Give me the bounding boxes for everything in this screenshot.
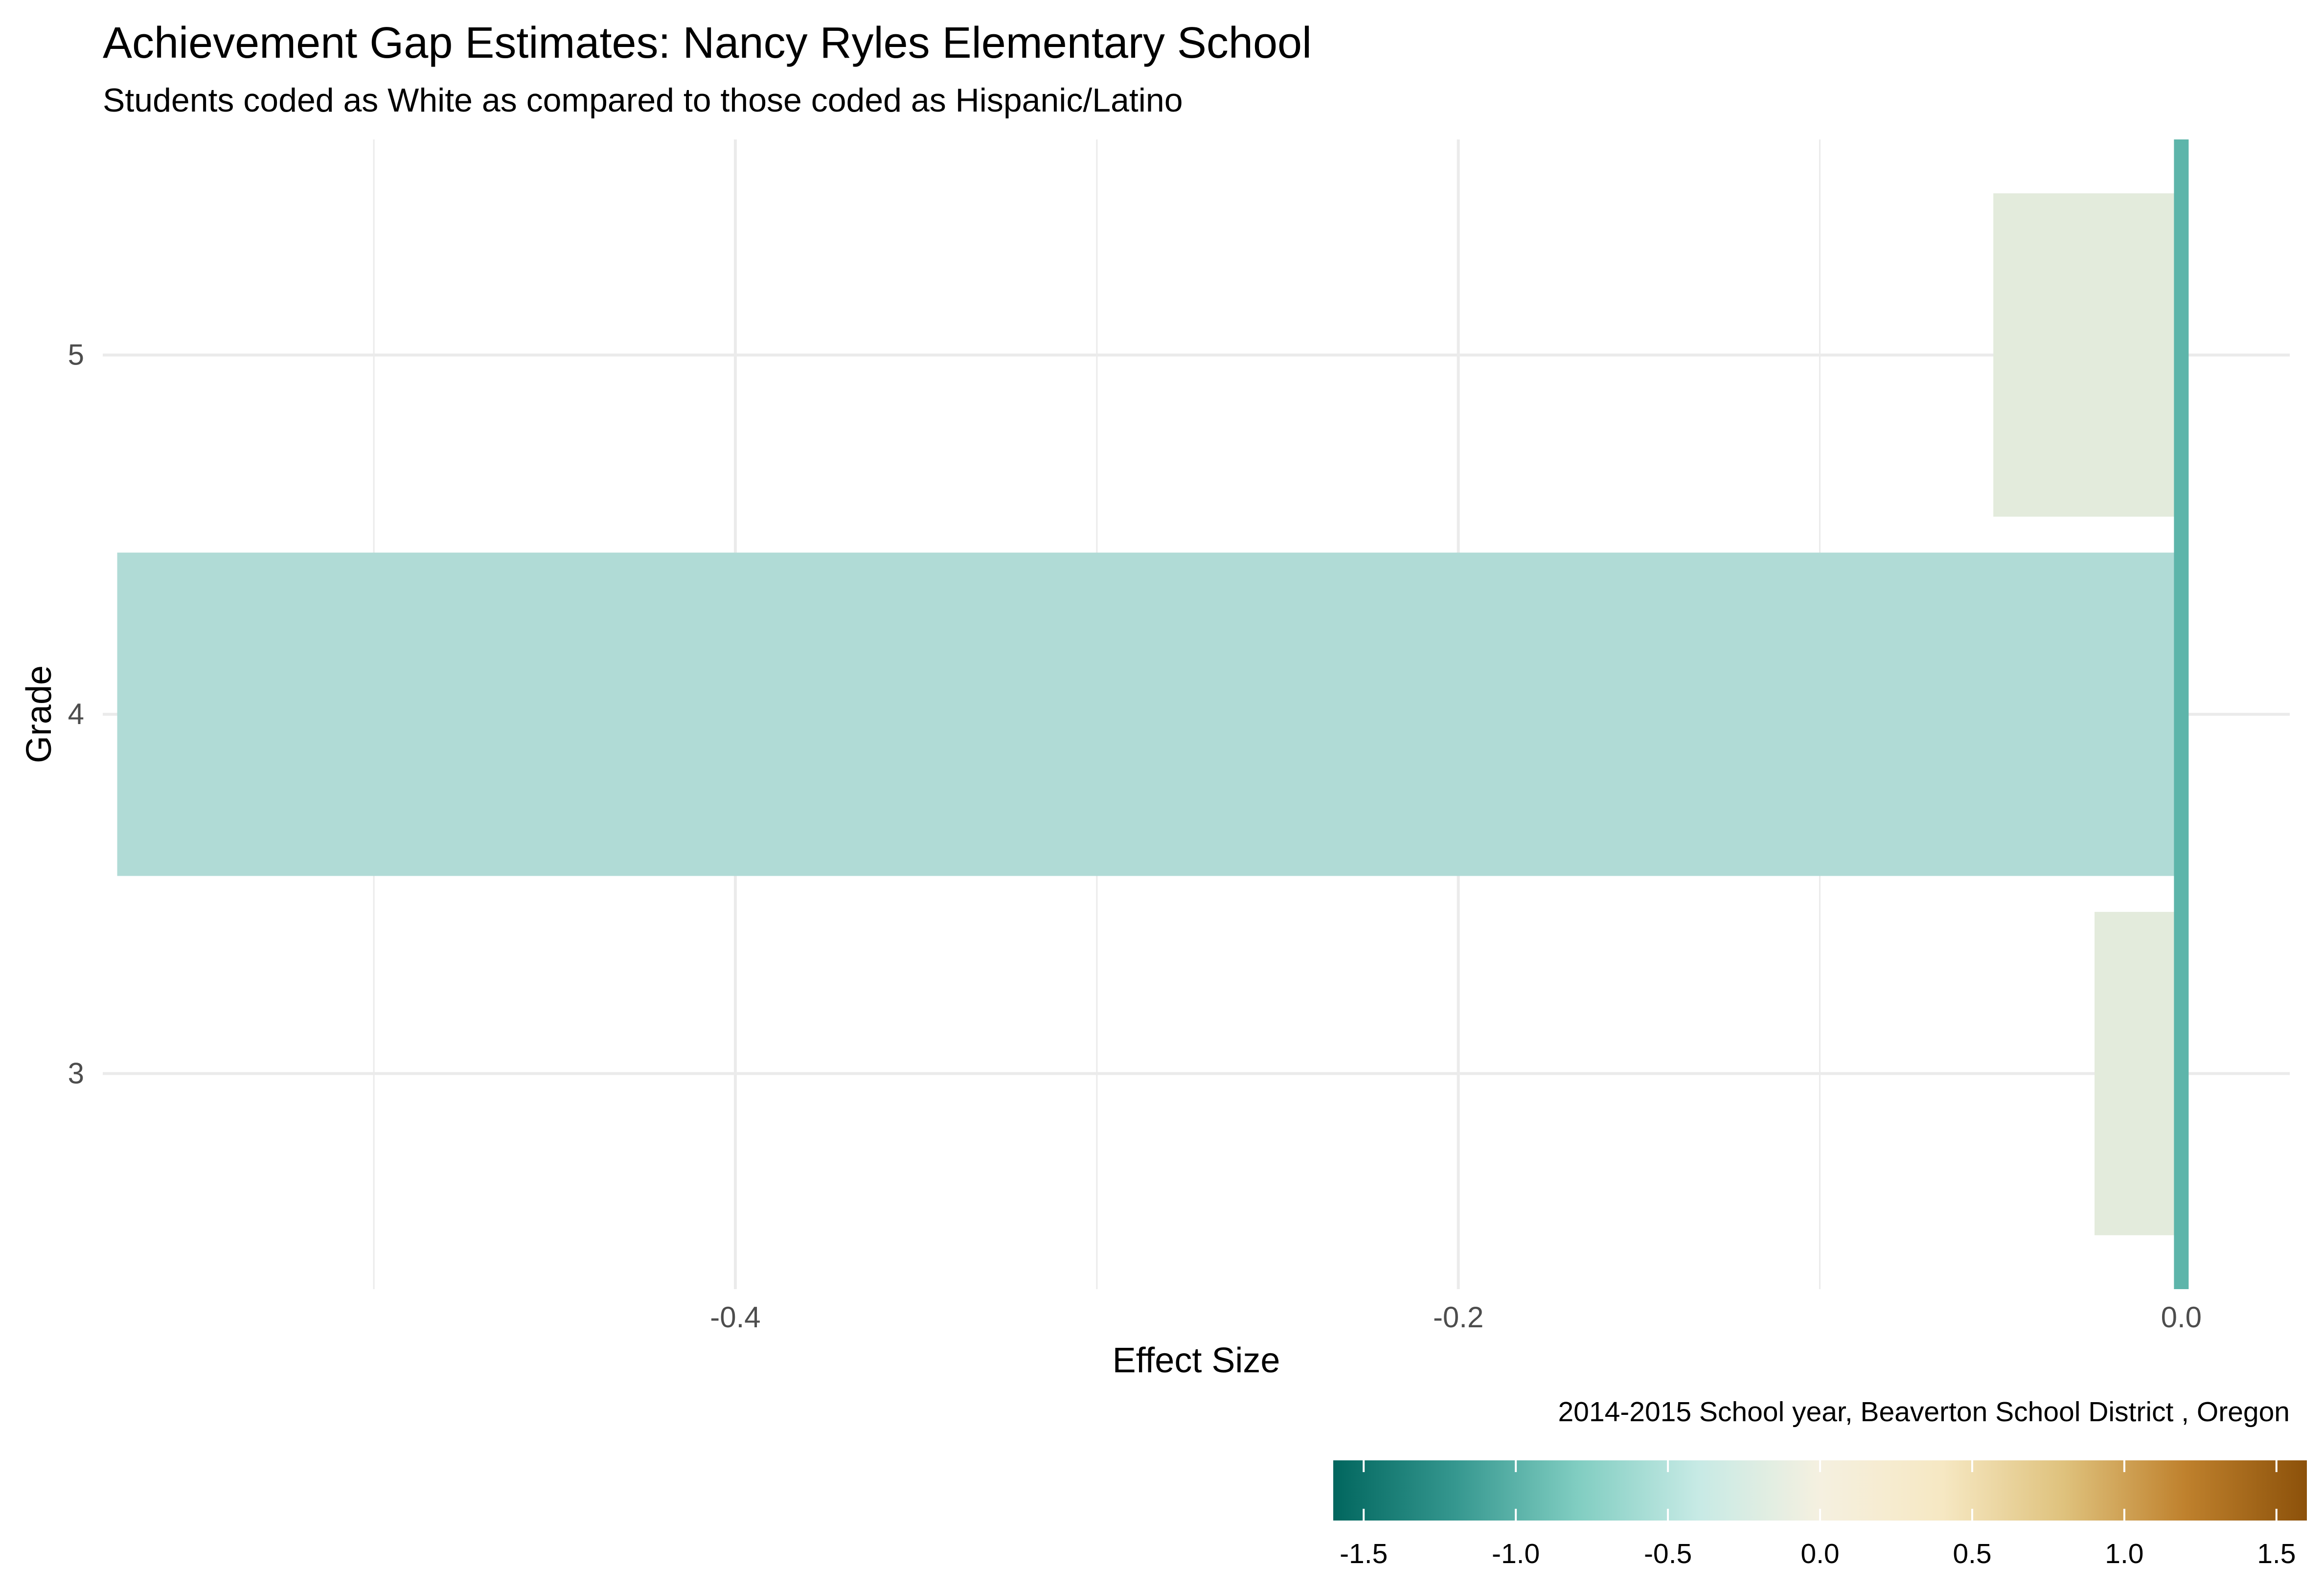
x-tick-label: -0.2: [1433, 1301, 1483, 1334]
bar-grade-3: [2095, 911, 2182, 1235]
chart-title: Achievement Gap Estimates: Nancy Ryles E…: [103, 19, 1312, 68]
colorbar-tick-label: 1.5: [2257, 1538, 2296, 1569]
x-axis-ticks: -0.4 -0.2 0.0: [710, 1301, 2202, 1334]
y-axis-title: Grade: [20, 665, 59, 763]
colorbar-tick-label: -1.5: [1340, 1538, 1388, 1569]
colorbar-tick-label: 0.0: [1800, 1538, 1839, 1569]
colorbar-tick-label: -1.0: [1492, 1538, 1540, 1569]
x-tick-label: 0.0: [2161, 1301, 2202, 1334]
colorbar-legend: -1.5 -1.0 -0.5 0.0 0.5 1.0 1.5: [1333, 1460, 2307, 1569]
y-axis-ticks: 3 4 5: [68, 339, 84, 1090]
y-tick-label: 5: [68, 339, 84, 371]
colorbar-tick-label: -0.5: [1644, 1538, 1692, 1569]
chart-caption: 2014-2015 School year, Beaverton School …: [1558, 1396, 2290, 1428]
bar-grade-4: [117, 552, 2182, 876]
y-tick-label: 4: [68, 698, 84, 730]
colorbar-tick-label: 1.0: [2105, 1538, 2143, 1569]
colorbar-tick-label: 0.5: [1953, 1538, 1991, 1569]
chart-subtitle: Students coded as White as compared to t…: [103, 82, 1183, 119]
x-axis-title: Effect Size: [1113, 1341, 1280, 1380]
y-tick-label: 3: [68, 1057, 84, 1090]
bars: [117, 193, 2182, 1235]
x-tick-label: -0.4: [710, 1301, 760, 1334]
bar-grade-5: [1993, 193, 2182, 517]
